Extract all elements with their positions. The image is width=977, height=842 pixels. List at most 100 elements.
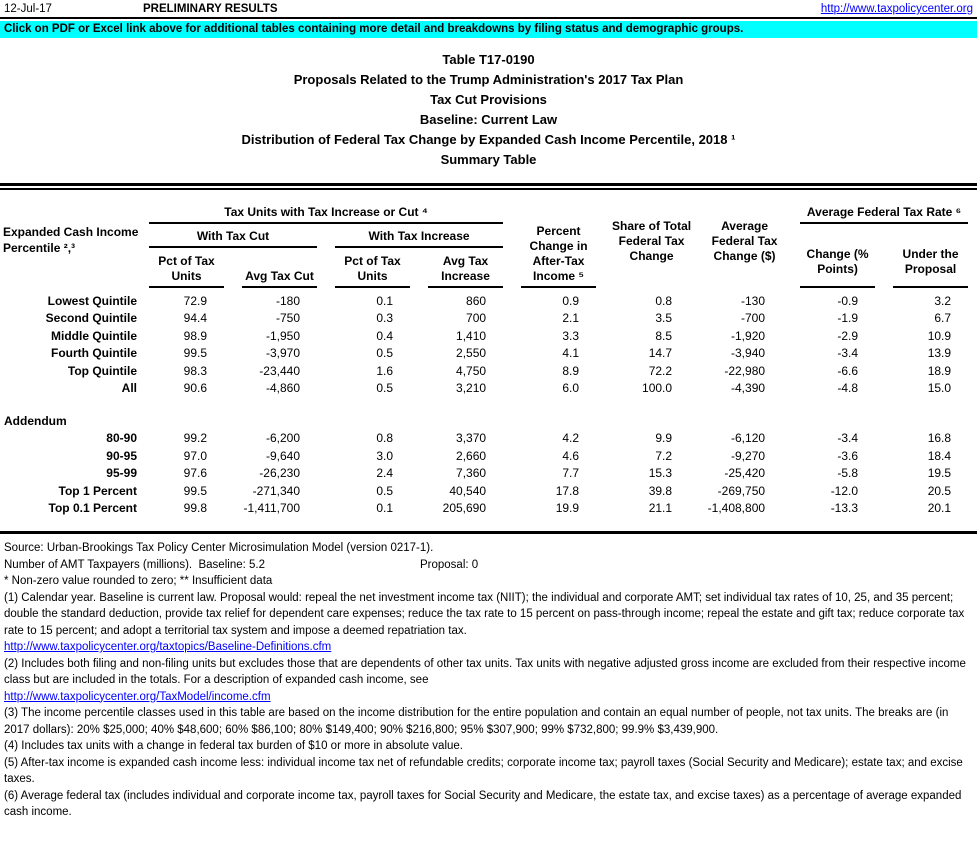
double-rule [0,183,977,190]
table-cell: -1.9 [837,311,859,326]
tpc-site-link[interactable]: http://www.taxpolicycenter.org [820,3,973,15]
table-cell: -130 [741,293,766,308]
table-cell: -3.4 [837,346,859,361]
header-row-groups: Expanded Cash Income Percentile ²,³ Tax … [0,190,977,288]
table-cell: -1,950 [265,328,300,343]
row-label: Top Quintile [67,363,137,378]
table-cell: 14.7 [648,346,673,361]
col-group-tax-units-increase-or-cut: Tax Units with Tax Increase or Cut ⁴ [140,190,512,224]
table-row: Top Quintile 98.3 -23,440 1.6 4,750 8.9 72.2 -2… [0,362,977,380]
col-header-avg-tax-increase-label: Avg Tax Increase [441,254,490,283]
table-cell: 0.5 [376,483,393,498]
table-cell: 2,660 [456,448,487,463]
table-cell: 0.5 [376,346,393,361]
amt-baseline-value: Number of AMT Taxpayers (millions). Base… [4,558,265,571]
table-cell: 0.5 [376,381,393,396]
table-cell: -13.3 [830,501,859,516]
table-row: 90-95 97.0 -9,640 3.0 2,660 4.6 7.2 -9,270 -3.6 1… [0,447,977,465]
table-cell: 72.9 [183,293,207,308]
footnote-6: (6) Average federal tax (includes indivi… [4,789,962,819]
col-group-tax-units-label: Tax Units with Tax Increase or Cut ⁴ [224,205,428,219]
table-cell: 21.1 [648,501,673,516]
header-row-leaf: Pct of Tax Units Avg Tax Cut Pct of Tax … [0,248,977,292]
row-label: Middle Quintile [51,328,137,343]
table-cell: 98.9 [183,328,207,343]
table-cell: 2.1 [562,311,580,326]
table-cell: 4.1 [562,346,580,361]
table-cell: -3,940 [731,346,766,361]
table-cell: 17.8 [555,483,580,498]
col-header-rate-under-proposal: Under the Proposal [884,224,977,292]
section-row: Addendum [0,412,977,430]
col-header-pct-units-with-increase: Pct of Tax Units [326,248,419,292]
table-cell: -2.9 [837,328,859,343]
row-label: Fourth Quintile [51,346,137,361]
col-group-with-tax-increase-label: With Tax Increase [368,229,470,243]
table-cell: 0.9 [562,293,580,308]
table-cell: -271,340 [252,483,300,498]
table-cell: 13.9 [927,346,952,361]
col-header-average-federal-tax-change: Average Federal Tax Change ($) [698,190,791,292]
table-cell: 3,210 [456,381,487,396]
table-cell: -22,980 [724,363,766,378]
table-row: 95-99 97.6 -26,230 2.4 7,360 7.7 15.3 -25,420 -5… [0,465,977,483]
table-cell: -6,120 [731,431,766,446]
col-group-with-tax-increase: With Tax Increase [326,224,512,248]
col-header-pct-units-inc-label: Pct of Tax Units [344,254,401,283]
spacer-row [0,397,977,412]
col-header-income-percentile: Expanded Cash Income Percentile ²,³ [3,225,139,255]
summary-table-title: Summary Table [440,152,537,167]
row-label: Top 1 Percent [58,483,137,498]
table-row: Top 0.1 Percent 99.8 -1,411,700 0.1 205,690 1… [0,500,977,518]
table-cell: 20.1 [927,501,952,516]
table-cell: 97.6 [183,466,207,481]
table-cell: 15.0 [927,381,952,396]
table-cell: 3,370 [456,431,487,446]
table-body: Lowest Quintile 72.9 -180 0.1 860 0.9 0.8 -130 -… [0,292,977,517]
table-cell: 18.4 [927,448,952,463]
col-group-average-federal-tax-rate: Average Federal Tax Rate ⁶ [791,190,977,224]
table-cell: 1.6 [376,363,393,378]
table-cell: 99.5 [183,483,207,498]
table-cell: 0.3 [376,311,393,326]
baseline-definitions-link[interactable]: http://www.taxpolicycenter.org/taxtopics… [4,641,332,653]
footnote-4: (4) Includes tax units with a change in … [4,740,463,752]
table-cell: -5.8 [837,466,859,481]
baseline-title: Baseline: Current Law [419,112,558,127]
table-cell: 2.4 [376,466,393,481]
bottom-rule [0,531,977,534]
table-cell: 3.2 [934,293,952,308]
row-label: 80-90 [106,431,137,446]
table-cell: 860 [466,293,487,308]
table-cell: -25,420 [724,466,766,481]
table-cell: 205,690 [442,501,487,516]
table-cell: 2,550 [456,346,487,361]
table-cell: 100.0 [642,381,673,396]
row-label: 95-99 [106,466,137,481]
table-cell: 6.7 [934,311,952,326]
table-cell: 99.8 [183,501,207,516]
table-cell: -750 [275,311,300,326]
table-row: All 90.6 -4,860 0.5 3,210 6.0 100.0 -4,390 -4.8 1… [0,380,977,398]
income-definition-link[interactable]: http://www.taxpolicycenter.org/TaxModel/… [4,690,271,703]
info-banner: Click on PDF or Excel link above for add… [0,21,977,38]
table-cell: 0.1 [376,293,393,308]
table-header: Expanded Cash Income Percentile ²,³ Tax … [0,190,977,292]
table-cell: 19.9 [555,501,580,516]
footnote-1: (1) Calendar year. Baseline is current l… [4,591,965,637]
section-label: Addendum [4,413,67,428]
table-cell: 39.8 [648,483,673,498]
table-cell: -26,230 [259,466,300,481]
table-cell: 0.8 [376,431,393,446]
date-label: 12-Jul-17 [4,3,52,15]
col-group-with-tax-cut-label: With Tax Cut [196,229,270,243]
table-cell: -4,390 [731,381,766,396]
col-header-rate-change-points: Change (% Points) [791,224,884,292]
col-header-avg-change-label: Average Federal Tax Change ($) [711,218,778,263]
table-cell: 3.3 [562,328,580,343]
table-cell: 3.5 [655,311,673,326]
footnote-2: (2) Includes both filing and non-filing … [4,657,966,687]
site-link-container: http://www.taxpolicycenter.org [821,3,973,15]
table-cell: 7,360 [456,466,487,481]
table-cell: -6.6 [837,363,859,378]
